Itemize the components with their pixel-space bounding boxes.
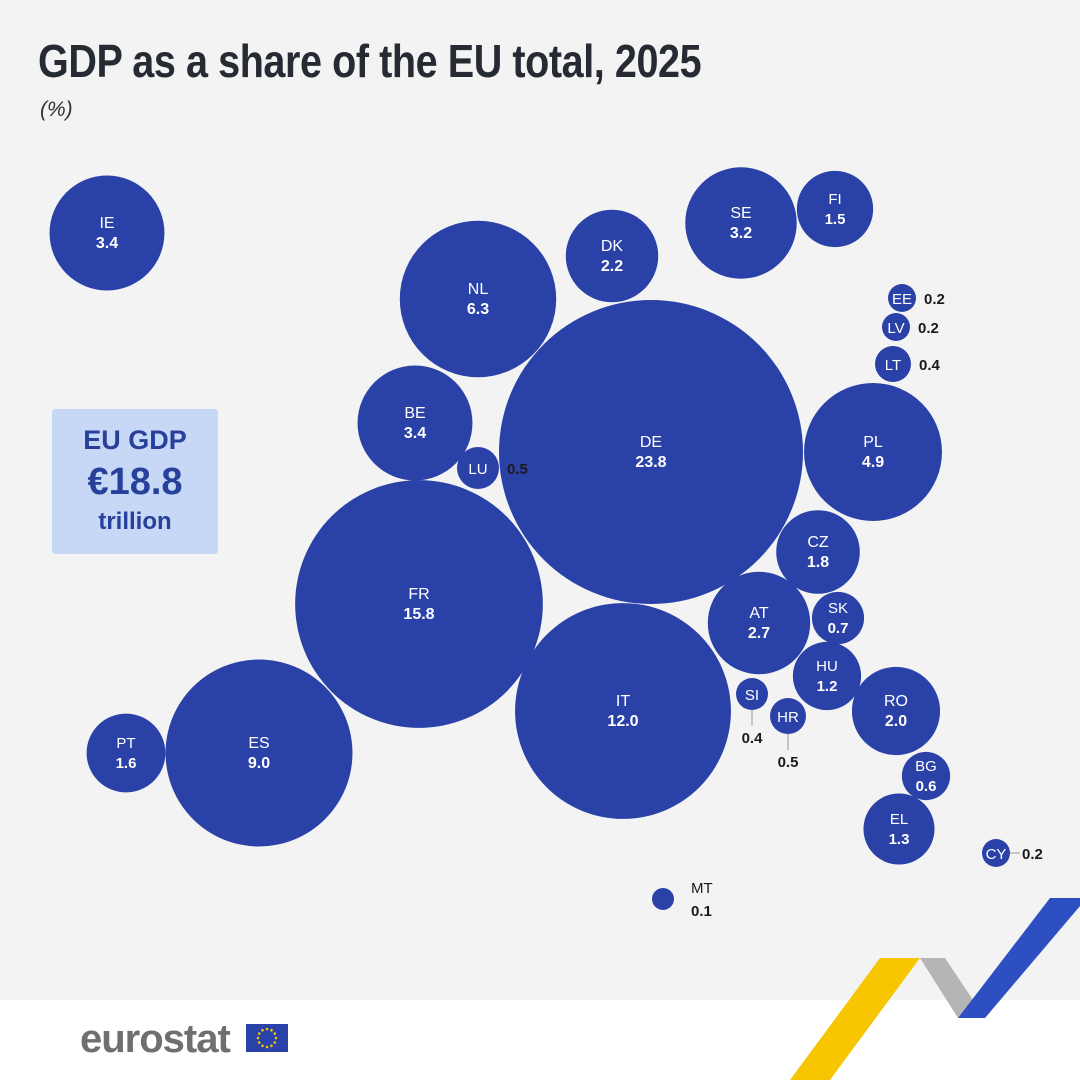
bubble-value-el: 1.3 (889, 831, 910, 848)
bubble-label-it: IT (616, 693, 630, 710)
bubble-value-fr: 15.8 (403, 606, 434, 623)
bubble-value-lv: 0.2 (918, 320, 939, 337)
bubble-si (736, 678, 768, 710)
bubble-at (707, 571, 811, 675)
bubble-label-fi: FI (828, 191, 841, 208)
bubble-value-fi: 1.5 (825, 211, 846, 228)
bubble-lt (875, 346, 911, 382)
bubble-ro (851, 666, 941, 756)
chart-title: GDP as a share of the EU total, 2025 (38, 35, 702, 87)
bubble-value-de: 23.8 (635, 454, 666, 471)
footer-bar (0, 1000, 1080, 1080)
bubble-value-hr: 0.5 (778, 754, 799, 771)
bubble-el (863, 793, 935, 865)
bubble-label-sk: SK (828, 600, 848, 617)
bubble-value-be: 3.4 (404, 425, 426, 442)
bubble-cz (776, 510, 860, 594)
bubble-label-be: BE (404, 405, 425, 422)
bubble-value-it: 12.0 (607, 713, 638, 730)
bubble-label-bg: BG (915, 758, 937, 775)
bubble-value-pt: 1.6 (116, 755, 137, 772)
bubble-sk (811, 591, 865, 645)
chart-subtitle: (%) (40, 98, 73, 121)
bubble-label-ee: EE (892, 291, 912, 308)
eu-gdp-unit: trillion (98, 508, 172, 535)
bubble-pl (804, 383, 942, 521)
bubble-value-hu: 1.2 (817, 678, 838, 695)
bubble-value-mt: 0.1 (691, 903, 712, 920)
bubble-value-ro: 2.0 (885, 713, 907, 730)
bubble-label-nl: NL (468, 281, 489, 298)
bubble-mt (652, 888, 674, 910)
bubble-value-pl: 4.9 (862, 454, 884, 471)
bubble-value-es: 9.0 (248, 755, 270, 772)
bubble-label-cy: CY (986, 846, 1007, 863)
bubble-pt (86, 713, 166, 793)
bubble-bg (901, 751, 951, 801)
bubble-value-lt: 0.4 (919, 357, 941, 374)
eu-gdp-value: €18.8 (87, 461, 183, 503)
bubble-it (515, 603, 731, 819)
bubble-label-fr: FR (408, 586, 429, 603)
eu-gdp-box: EU GDP €18.8 trillion (52, 409, 218, 554)
bubble-dk (565, 209, 659, 303)
bubble-de (499, 300, 803, 604)
bubble-label-ro: RO (884, 693, 908, 710)
bubble-be (357, 365, 473, 481)
bubble-value-lu: 0.5 (507, 461, 528, 478)
bubble-label-es: ES (248, 735, 269, 752)
bubble-value-se: 3.2 (730, 225, 752, 242)
bubble-cy (982, 839, 1010, 867)
bubble-label-se: SE (730, 205, 751, 222)
bubble-label-pt: PT (116, 735, 135, 752)
bubble-value-ee: 0.2 (924, 291, 945, 308)
bubble-value-ie: 3.4 (96, 235, 118, 252)
bubble-label-lu: LU (468, 461, 487, 478)
bubble-value-bg: 0.6 (916, 778, 937, 795)
bubble-label-at: AT (749, 605, 768, 622)
bubble-fi (796, 170, 874, 248)
bubble-label-mt: MT (691, 880, 713, 897)
bubble-lu (457, 447, 499, 489)
bubble-label-el: EL (890, 811, 908, 828)
bubble-hr (770, 698, 806, 734)
bubble-label-si: SI (745, 687, 759, 704)
bubble-label-pl: PL (863, 434, 883, 451)
bubble-label-de: DE (640, 434, 662, 451)
bubble-ie (49, 175, 165, 291)
bubble-value-sk: 0.7 (828, 620, 849, 637)
bubble-label-cz: CZ (807, 534, 829, 551)
bubble-value-dk: 2.2 (601, 258, 623, 275)
eu-flag-icon (246, 1024, 288, 1052)
bubble-es (165, 659, 353, 847)
bubble-value-nl: 6.3 (467, 301, 489, 318)
bubble-nl (399, 220, 557, 378)
eurostat-logo: eurostat (80, 1017, 231, 1061)
bubble-label-hu: HU (816, 658, 838, 675)
bubble-value-cy: 0.2 (1022, 846, 1043, 863)
bubble-se (685, 167, 797, 279)
bubble-label-lt: LT (885, 357, 901, 374)
bubble-label-dk: DK (601, 238, 624, 255)
bubble-hu (792, 641, 862, 711)
bubble-label-lv: LV (887, 320, 904, 337)
bubble-chart: DE 23.8 FR 15.8 IT 12.0 ES 9.0 NL 6.3 PL 4.9 IE 3.4 BE… (49, 167, 1043, 920)
bubble-label-hr: HR (777, 709, 799, 726)
bubble-fr (295, 480, 543, 728)
bubble-ee (888, 284, 916, 312)
bubble-value-at: 2.7 (748, 625, 770, 642)
eu-gdp-label: EU GDP (83, 425, 187, 455)
bubble-value-cz: 1.8 (807, 554, 829, 571)
bubble-lv (882, 313, 910, 341)
bubble-value-si: 0.4 (742, 730, 764, 747)
bubble-label-ie: IE (99, 215, 114, 232)
